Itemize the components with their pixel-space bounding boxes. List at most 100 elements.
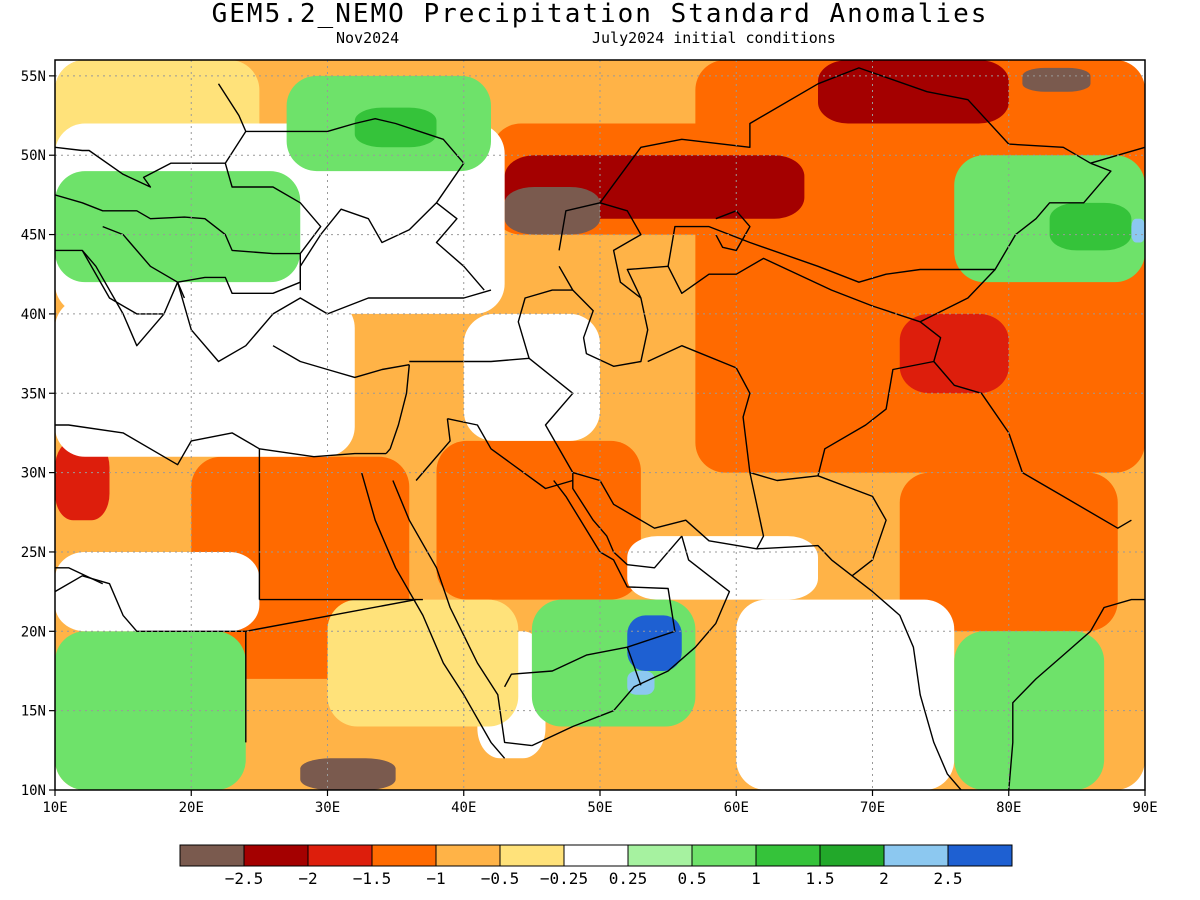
coastline-segment	[667, 162, 1112, 283]
colorbar-swatch	[819, 844, 885, 867]
anomaly-region	[463, 313, 600, 441]
coastline-segment	[415, 418, 451, 481]
coastline-segment	[360, 472, 506, 759]
colorbar-label: 2.5	[934, 869, 963, 888]
colorbar-swatch	[947, 844, 1013, 867]
map-title: GEM5.2_NEMO Precipitation Standard Anoma…	[211, 0, 989, 29]
coastline-segment	[749, 472, 765, 550]
coastline-segment	[385, 364, 410, 455]
lon-tick-label: 30E	[315, 800, 340, 816]
anomaly-region	[899, 313, 1009, 394]
anomaly-region	[736, 599, 955, 790]
axis-ticks: 10E 20E 30E 40E 50E 60E 70E 80E 90E 10N 15N 20N 25N 3…	[21, 69, 1158, 816]
colorbar-swatch	[371, 844, 437, 867]
anomaly-region	[1022, 67, 1091, 92]
lat-tick-label: 30N	[21, 466, 46, 482]
lon-tick-label: 50E	[587, 800, 612, 816]
anomaly-region	[627, 536, 818, 600]
anomaly-region	[55, 631, 246, 790]
colorbar-label: −0.5	[481, 869, 520, 888]
anomaly-region	[954, 631, 1105, 790]
colorbar-swatch	[691, 844, 757, 867]
anomaly-region	[55, 440, 110, 521]
coastline-segment	[55, 249, 492, 363]
coastline-segment	[81, 249, 165, 347]
coastlines-and-borders	[55, 67, 1145, 790]
coastline-segment	[626, 257, 942, 482]
colorbar-label: −0.25	[540, 869, 588, 888]
colorbar-label: 1	[751, 869, 761, 888]
map-gridlines	[55, 60, 1145, 790]
anomaly-region	[300, 758, 396, 790]
lat-tick-label: 50N	[21, 148, 46, 164]
anomaly-region	[327, 599, 519, 727]
lon-tick-label: 70E	[860, 800, 885, 816]
coastline-segment	[272, 345, 410, 379]
coastline-segment	[817, 475, 887, 577]
lon-tick-label: 90E	[1132, 800, 1157, 816]
coastline-segment	[102, 225, 186, 299]
lat-tick-label: 15N	[21, 704, 46, 720]
anomaly-region	[504, 186, 600, 235]
coastline-segment	[572, 471, 962, 790]
colorbar-swatch	[307, 844, 373, 867]
colorbar-swatch	[627, 844, 693, 867]
lat-tick-label: 10N	[21, 783, 46, 799]
lon-tick-label: 40E	[451, 800, 476, 816]
coastline-segment	[933, 361, 1132, 529]
coastline-segment	[447, 418, 573, 490]
coastline-segment	[55, 575, 246, 632]
coastline-segment	[503, 480, 676, 688]
lat-tick-label: 40N	[21, 307, 46, 323]
lon-tick-label: 60E	[724, 800, 749, 816]
lat-tick-label: 35N	[21, 386, 46, 402]
coastline-segment	[55, 131, 247, 188]
coastline-segment	[217, 83, 465, 204]
coastline-segment	[1008, 598, 1145, 790]
coastline-segment	[177, 253, 301, 294]
coastline-segment	[245, 598, 417, 632]
coastline-segment	[392, 480, 532, 747]
colorbar-swatch	[883, 844, 949, 867]
colorbar: −2.5 −2 −1.5 −1 −0.5 −0.25 0.25 0.5 1 1.5 2 2.5	[179, 844, 1013, 888]
forecast-month: Nov2024	[336, 29, 400, 47]
colorbar-swatch	[755, 844, 821, 867]
colorbar-label: 0.25	[609, 869, 648, 888]
initial-conditions-label: July2024 initial conditions	[592, 29, 836, 47]
coastline-segment	[599, 67, 1091, 204]
coastline-segment	[572, 472, 683, 569]
colorbar-label: −2.5	[225, 869, 264, 888]
colorbar-label: −1	[426, 869, 445, 888]
anomaly-region	[1049, 202, 1132, 251]
lon-tick-label: 10E	[42, 800, 67, 816]
anomaly-region	[899, 472, 1118, 632]
coastline-segment	[55, 424, 387, 466]
lat-tick-label: 55N	[21, 69, 46, 85]
lat-tick-label: 20N	[21, 624, 46, 640]
colorbar-swatch	[499, 844, 565, 867]
lon-tick-label: 20E	[179, 800, 204, 816]
coastline-segment	[409, 357, 574, 473]
anomaly-region	[436, 440, 641, 600]
lon-tick-label: 80E	[996, 800, 1021, 816]
anomaly-region	[1131, 218, 1145, 243]
anomaly-region	[55, 298, 355, 457]
anomaly-region	[354, 107, 437, 148]
coastline-segment	[517, 289, 573, 359]
coastline-segment	[626, 646, 642, 686]
anomaly-region	[627, 615, 682, 671]
lat-tick-label: 25N	[21, 545, 46, 561]
colorbar-label: 0.5	[678, 869, 707, 888]
coastline-segment	[919, 269, 996, 323]
colorbar-label: 2	[879, 869, 889, 888]
colorbar-label: −1.5	[353, 869, 392, 888]
colorbar-swatch	[435, 844, 501, 867]
coastline-segment	[55, 567, 103, 585]
lat-tick-label: 45N	[21, 228, 46, 244]
coastline-segment	[715, 210, 751, 252]
colorbar-label: −2	[298, 869, 317, 888]
coastline-segment	[299, 202, 485, 291]
colorbar-swatch	[179, 844, 245, 867]
coastline-segment	[55, 163, 322, 255]
